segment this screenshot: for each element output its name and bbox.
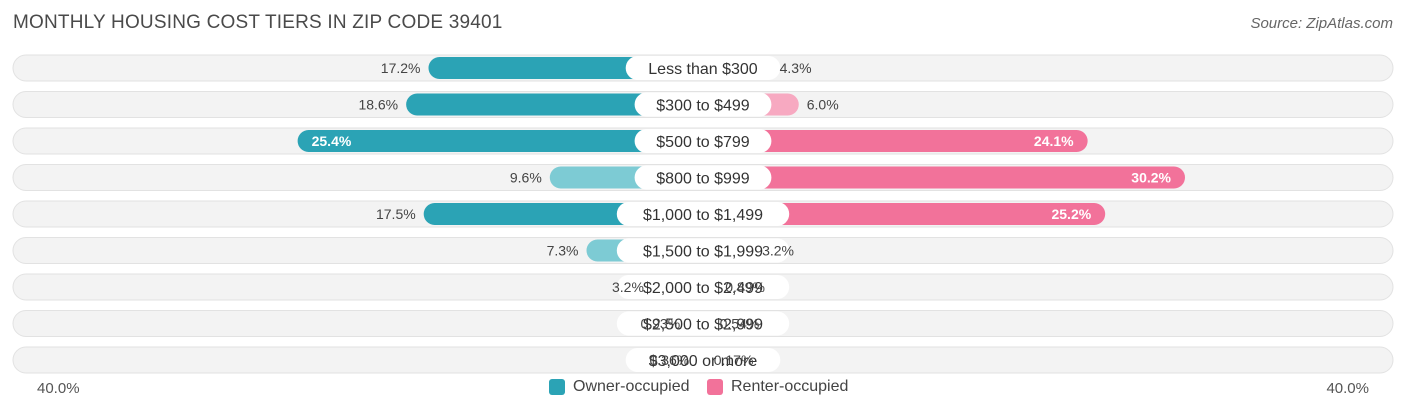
legend-renter-label: Renter-occupied bbox=[731, 378, 849, 395]
owner-bar bbox=[297, 130, 714, 152]
category-pill bbox=[616, 275, 790, 299]
renter-bar bbox=[692, 203, 1106, 225]
category-pill bbox=[625, 348, 781, 372]
category-label: $3,000 or more bbox=[649, 353, 758, 370]
category-label: $300 to $499 bbox=[656, 98, 750, 115]
chart-legend: Owner-occupied Renter-occupied bbox=[0, 378, 1406, 400]
owner-value-label: 17.2% bbox=[381, 60, 421, 76]
renter-value-label: 0.89% bbox=[725, 279, 765, 295]
owner-value-label: 9.6% bbox=[510, 170, 542, 186]
renter-value-label: 3.2% bbox=[762, 243, 794, 259]
owner-value-label: 0.36% bbox=[650, 352, 690, 368]
category-label: Less than $300 bbox=[648, 61, 758, 78]
category-label: $1,500 to $1,999 bbox=[643, 244, 763, 261]
category-label: $1,000 to $1,499 bbox=[643, 207, 763, 224]
axis-min-label: 40.0% bbox=[37, 380, 80, 397]
renter-value-label: 4.3% bbox=[780, 60, 812, 76]
category-pill bbox=[634, 92, 772, 117]
category-pill bbox=[616, 202, 790, 226]
category-label: $800 to $999 bbox=[656, 171, 750, 188]
category-pill bbox=[616, 311, 790, 336]
renter-bar bbox=[692, 130, 1088, 152]
renter-value-label: 24.1% bbox=[1034, 133, 1074, 149]
chart-title: MONTHLY HOUSING COST TIERS IN ZIP CODE 3… bbox=[13, 12, 503, 33]
owner-value-label: 25.4% bbox=[312, 133, 352, 149]
category-label: $2,500 to $2,999 bbox=[643, 317, 763, 334]
axis-max-label: 40.0% bbox=[1326, 380, 1369, 397]
owner-value-label: 18.6% bbox=[358, 97, 398, 113]
legend-renter-swatch bbox=[707, 379, 723, 395]
chart-source: Source: ZipAtlas.com bbox=[1250, 15, 1393, 32]
owner-value-label: 17.5% bbox=[376, 206, 416, 222]
renter-value-label: 6.0% bbox=[807, 97, 839, 113]
category-pill bbox=[625, 56, 781, 80]
renter-bar bbox=[692, 166, 1185, 189]
legend-owner-swatch bbox=[549, 379, 565, 395]
legend-renter[interactable]: Renter-occupied bbox=[707, 378, 848, 396]
diverging-bar-chart: Less than $300 17.2% 4.3% $300 to $499 18.6%… bbox=[12, 54, 1394, 374]
category-label: $500 to $799 bbox=[656, 134, 750, 151]
renter-value-label: 30.2% bbox=[1131, 170, 1171, 186]
legend-owner[interactable]: Owner-occupied bbox=[549, 378, 690, 396]
owner-value-label: 3.2% bbox=[612, 279, 644, 295]
category-label: $2,000 to $2,499 bbox=[643, 280, 763, 297]
owner-value-label: 0.93% bbox=[640, 316, 680, 332]
renter-value-label: 25.2% bbox=[1051, 206, 1091, 222]
owner-value-label: 7.3% bbox=[547, 243, 579, 259]
renter-value-label: 0.17% bbox=[714, 352, 754, 368]
legend-owner-label: Owner-occupied bbox=[573, 378, 690, 395]
category-pill bbox=[634, 165, 772, 190]
renter-value-label: 0.54% bbox=[720, 316, 760, 332]
category-pill bbox=[616, 238, 790, 263]
category-pill bbox=[634, 129, 772, 153]
